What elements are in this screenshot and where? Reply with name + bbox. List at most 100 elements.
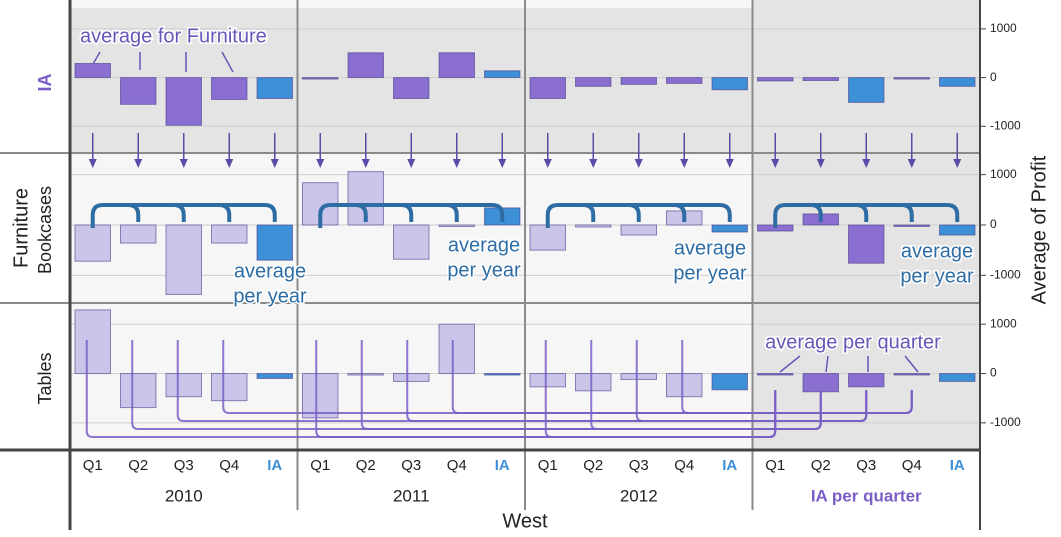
x-tick-label: Q4: [447, 457, 467, 474]
bracket-branch: [674, 203, 687, 222]
y-tick-label: 1000: [990, 21, 1017, 35]
connector: [635, 340, 868, 422]
connector: [590, 340, 822, 430]
bar: [120, 373, 157, 409]
bar: [74, 62, 111, 79]
bar: [393, 224, 430, 260]
connector: [681, 340, 913, 414]
arrow-head: [498, 159, 507, 168]
bar: [711, 373, 748, 391]
bracket: [545, 203, 732, 228]
bar: [302, 373, 339, 419]
arrow-head: [680, 159, 689, 168]
row-label: Tables: [35, 352, 55, 404]
bar: [939, 373, 976, 382]
arrow-head: [270, 159, 279, 168]
arrow-head: [862, 159, 871, 168]
bracket-branch: [355, 203, 368, 222]
x-tick-label: Q2: [128, 457, 148, 474]
group-label: 2012: [620, 486, 658, 505]
bar: [711, 77, 748, 91]
row-label: IA: [35, 73, 55, 91]
annotation-pointer: [221, 51, 234, 73]
y-tick-label: 0: [990, 366, 997, 380]
x-tick-label: Q4: [219, 457, 239, 474]
bar: [302, 77, 339, 80]
bar: [848, 224, 885, 264]
bar: [165, 77, 202, 126]
bar: [529, 373, 566, 388]
x-tick-label: Q1: [83, 457, 103, 474]
bracket: [318, 203, 505, 228]
bar: [711, 224, 748, 233]
arrow-head: [361, 159, 370, 168]
bar: [256, 77, 293, 100]
arrow-head: [316, 159, 325, 168]
arrow-head: [407, 159, 416, 168]
x-tick-label: Q3: [401, 457, 421, 474]
bar: [211, 373, 248, 402]
annotation: average: [448, 234, 520, 256]
arrow-head: [452, 159, 461, 168]
bar: [438, 224, 475, 227]
bar: [757, 77, 794, 82]
bar: [347, 52, 384, 79]
bar: [939, 77, 976, 87]
annotation: per year: [900, 265, 974, 287]
annotation: average: [901, 240, 973, 262]
bar: [575, 373, 612, 392]
bar: [438, 323, 475, 375]
annotation: per year: [233, 285, 307, 307]
arrow-head: [225, 159, 234, 168]
y-tick-label: -1000: [990, 267, 1021, 281]
arrow-head: [771, 159, 780, 168]
bar: [802, 77, 839, 81]
annotation: average per quarter: [765, 331, 941, 353]
bracket-branch: [628, 203, 641, 222]
annotation-pointer: [904, 355, 919, 373]
arrow-head: [88, 159, 97, 168]
annotation-pointer: [779, 355, 801, 373]
x-tick-label: IA: [267, 457, 282, 474]
x-tick-label: Q4: [902, 457, 922, 474]
x-tick-label: IA: [722, 457, 737, 474]
bar: [620, 77, 657, 85]
annotation-pointer: [825, 355, 829, 373]
bar: [575, 77, 612, 87]
bar: [74, 309, 111, 375]
bracket-branch: [173, 203, 186, 222]
bracket: [773, 203, 960, 228]
x-tick-label: Q1: [765, 457, 785, 474]
x-axis-title: West: [502, 510, 548, 532]
bar: [620, 373, 657, 380]
bar: [529, 224, 566, 251]
bar: [347, 373, 384, 376]
bar: [848, 77, 885, 103]
arrow-head: [134, 159, 143, 168]
bracket-branch: [128, 203, 141, 222]
group-label: 2010: [165, 486, 203, 505]
bar: [165, 224, 202, 295]
bracket-branch: [901, 203, 914, 222]
bar: [529, 77, 566, 100]
bracket-branch: [810, 203, 823, 222]
bar: [211, 224, 248, 244]
y-tick-label: -1000: [990, 118, 1021, 132]
group-label: IA per quarter: [811, 486, 922, 505]
bar: [893, 77, 930, 80]
bar: [802, 373, 839, 393]
bar: [620, 224, 657, 236]
y-tick-label: -1000: [990, 415, 1021, 429]
x-tick-label: Q2: [356, 457, 376, 474]
arrow-head: [725, 159, 734, 168]
arrow-head: [634, 159, 643, 168]
row-group-label: Furniture: [10, 188, 32, 268]
bar: [211, 77, 248, 100]
bracket: [90, 203, 277, 228]
bracket-branch: [583, 203, 596, 222]
annotation: average: [674, 237, 746, 259]
annotation-pointer: [92, 51, 101, 65]
bar: [666, 373, 703, 398]
bar: [256, 373, 293, 379]
annotation: per year: [673, 262, 747, 284]
